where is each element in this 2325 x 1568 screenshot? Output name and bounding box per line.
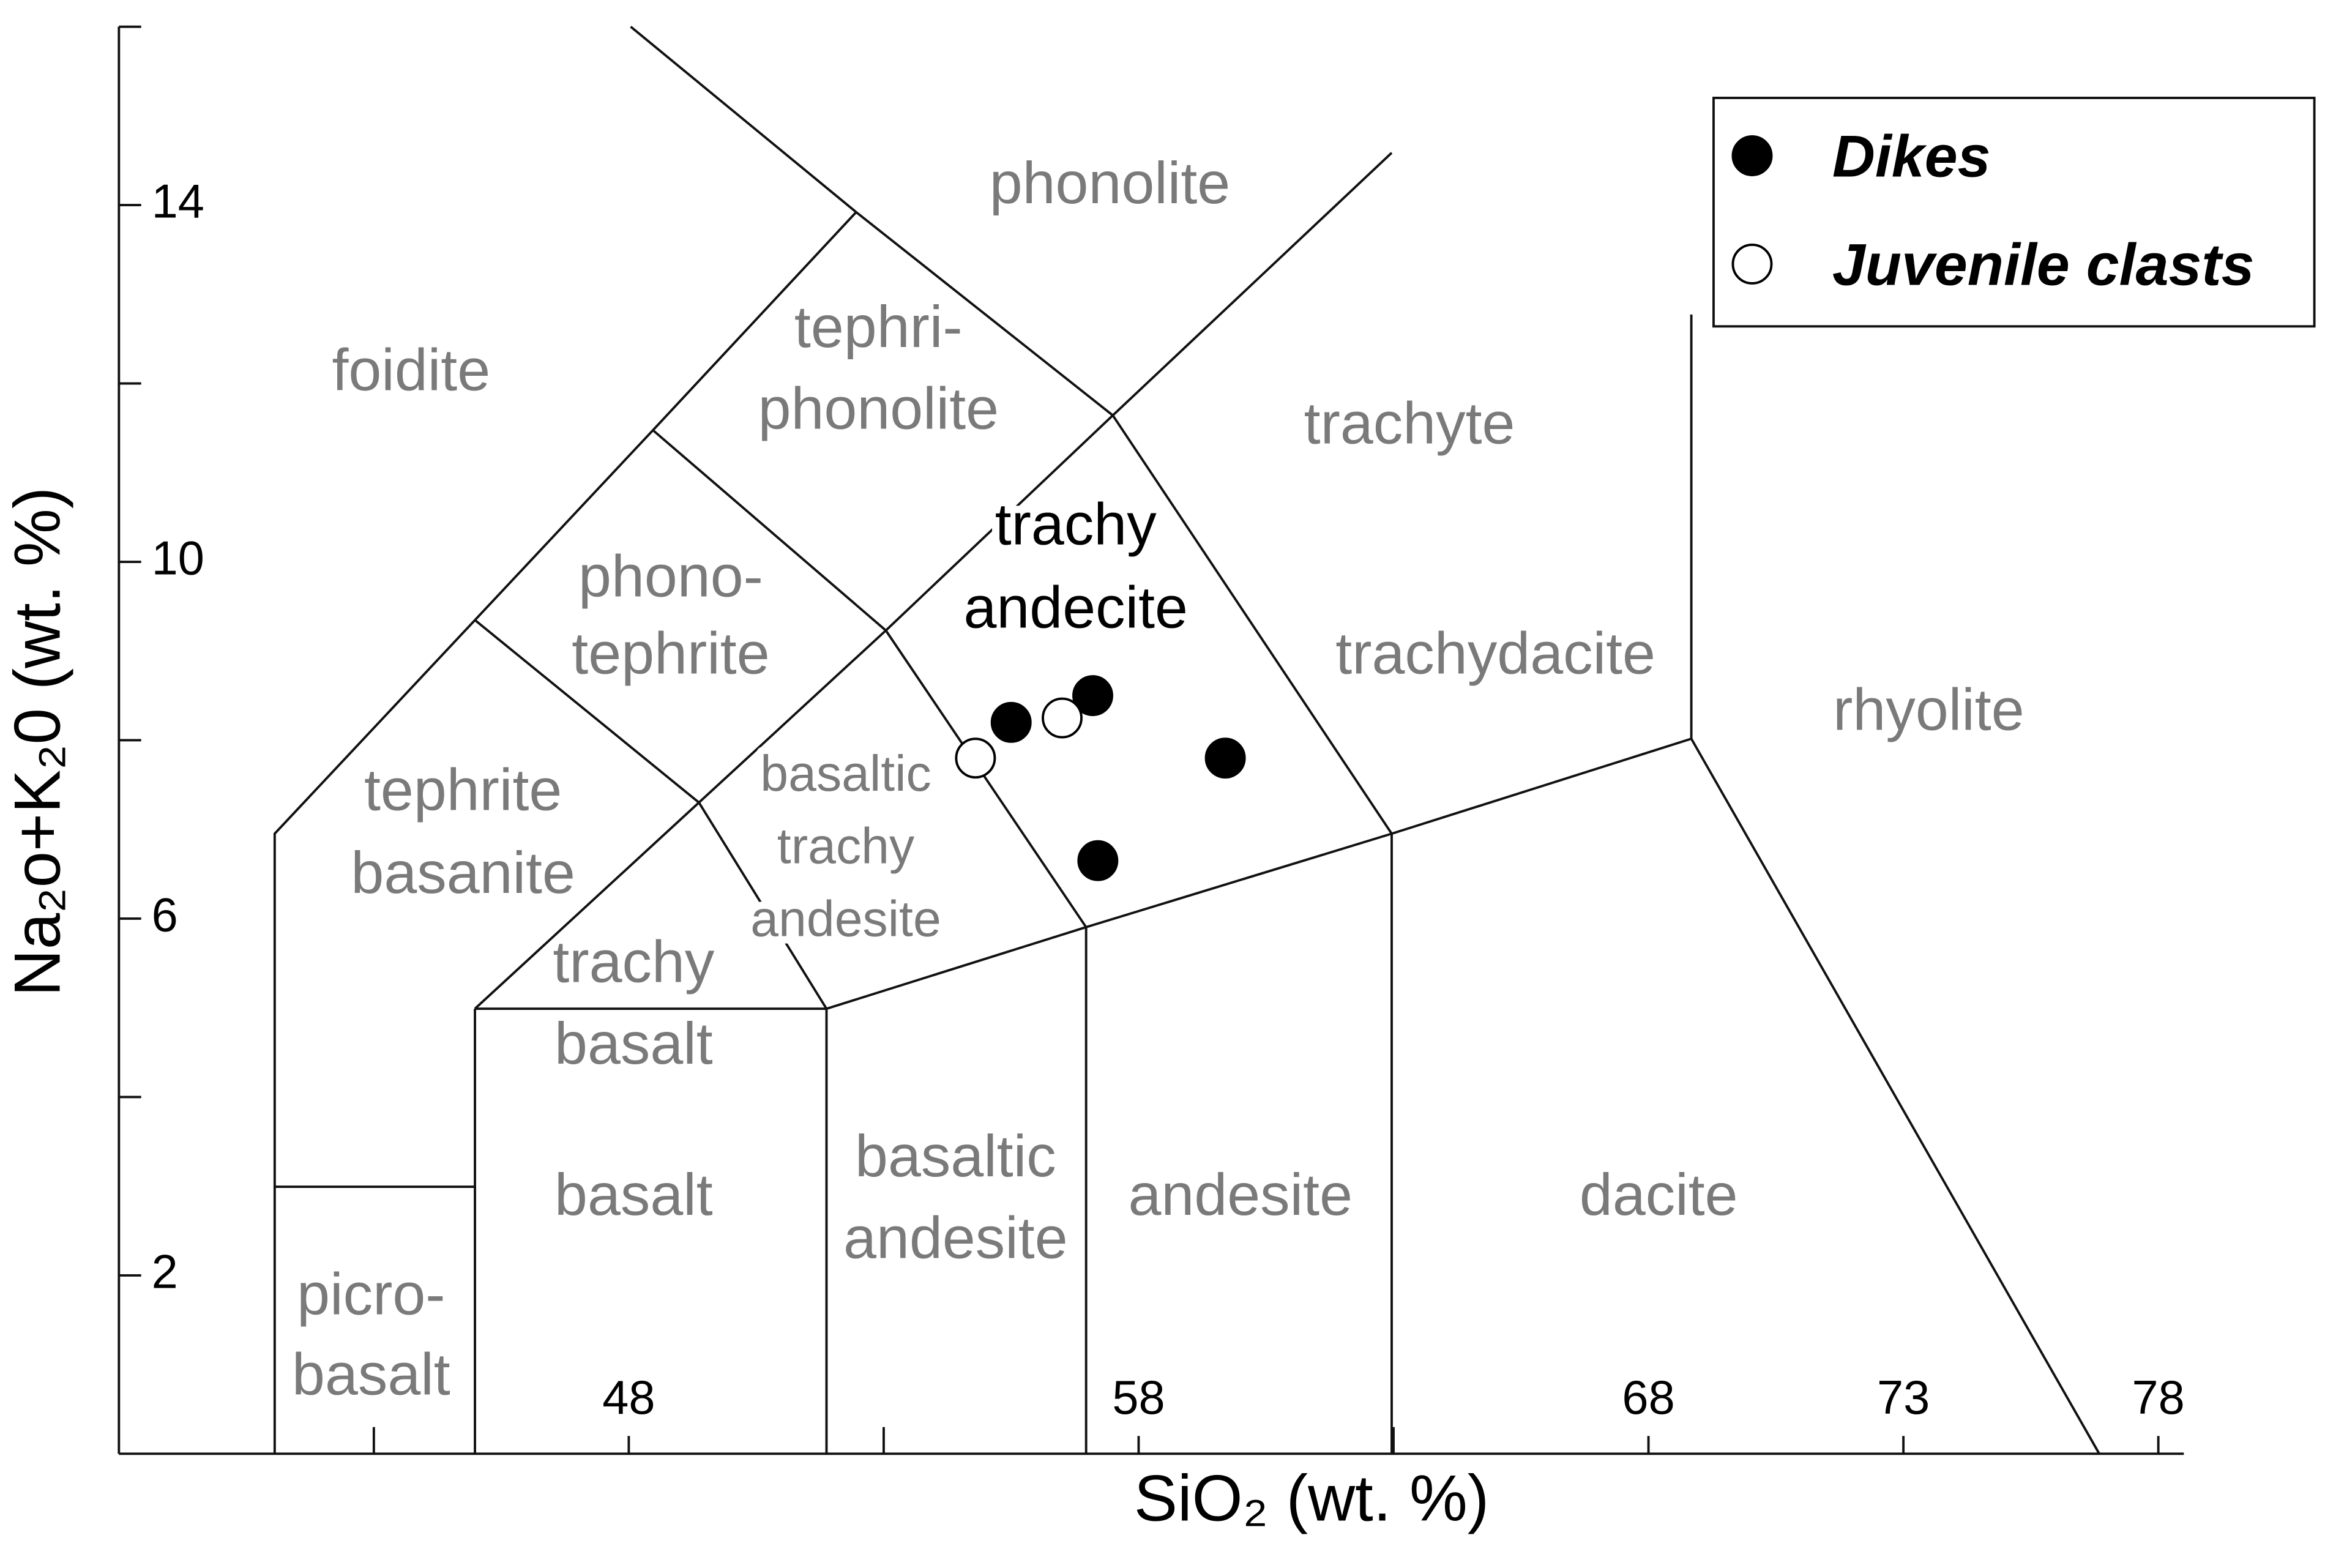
x-tick-label: 73 bbox=[1877, 1372, 1930, 1424]
field-label: phonolite bbox=[758, 375, 999, 441]
data-point bbox=[990, 701, 1032, 743]
field-label: rhyolite bbox=[1833, 676, 2025, 743]
field-label: phonolite bbox=[990, 149, 1230, 216]
field-label: trachy bbox=[995, 491, 1157, 558]
field-label: foidite bbox=[332, 336, 490, 403]
legend-marker bbox=[1731, 135, 1773, 176]
field-label: picro- bbox=[297, 1261, 445, 1327]
y-axis-label: Na₂o+K₂0 (wt. %) bbox=[0, 487, 73, 996]
field-label: basalt bbox=[554, 1010, 713, 1077]
x-tick-label: 48 bbox=[602, 1372, 655, 1424]
y-tick-label: 2 bbox=[152, 1245, 178, 1298]
data-point bbox=[1072, 675, 1113, 717]
boundary bbox=[698, 802, 828, 1010]
x-tick-label: 68 bbox=[1622, 1372, 1674, 1424]
legend-marker bbox=[1731, 243, 1773, 285]
field-label: andecite bbox=[963, 573, 1188, 640]
data-point bbox=[955, 737, 996, 779]
field-label: basaltic bbox=[855, 1122, 1056, 1189]
field-label: phono- bbox=[578, 542, 763, 609]
field-label: andesite bbox=[1129, 1161, 1353, 1228]
field-label: tephri- bbox=[794, 293, 963, 360]
y-tick-label: 14 bbox=[152, 176, 204, 228]
field-label: basalt bbox=[554, 1161, 713, 1228]
data-point bbox=[1042, 697, 1083, 739]
y-tick-label: 10 bbox=[152, 532, 204, 585]
y-tick-label: 6 bbox=[152, 889, 178, 941]
data-point bbox=[1077, 840, 1119, 881]
boundary bbox=[1111, 152, 1393, 417]
field-label: basanite bbox=[351, 839, 575, 906]
field-label: trachy bbox=[777, 818, 915, 875]
legend-label: Juvenile clasts bbox=[1832, 231, 2255, 297]
field-label: dacite bbox=[1580, 1161, 1738, 1228]
field-label: tephrite bbox=[572, 619, 769, 686]
x-tick-label: 58 bbox=[1112, 1372, 1165, 1424]
field-label: basaltic bbox=[760, 745, 931, 802]
field-label: tephrite bbox=[364, 756, 562, 823]
field-label: andesite bbox=[843, 1204, 1068, 1271]
field-label: basalt bbox=[292, 1340, 450, 1407]
boundary bbox=[474, 801, 700, 1010]
field-label: trachydacite bbox=[1335, 619, 1655, 686]
x-tick-label: 78 bbox=[2132, 1372, 2185, 1424]
legend-label: Dikes bbox=[1832, 122, 1991, 189]
boundary bbox=[1111, 414, 1393, 835]
field-label: trachy bbox=[553, 928, 715, 995]
field-boundaries bbox=[273, 26, 2100, 1455]
data-point bbox=[1204, 737, 1246, 779]
boundary bbox=[475, 737, 2100, 1455]
field-label: trachyte bbox=[1304, 390, 1515, 457]
boundary bbox=[884, 630, 1088, 928]
legend-box bbox=[1712, 97, 2316, 328]
x-axis-label: SiO₂ (wt. %) bbox=[1134, 1461, 1489, 1534]
field-label: andesite bbox=[750, 890, 941, 947]
